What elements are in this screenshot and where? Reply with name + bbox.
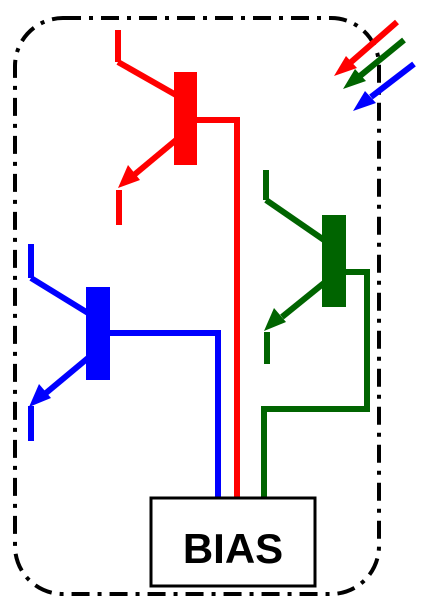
incoming-arrows bbox=[334, 19, 416, 111]
green-arrow-icon bbox=[343, 37, 406, 89]
red-transistor bbox=[115, 30, 240, 498]
bias-label: BIAS bbox=[183, 525, 283, 572]
blue-transistor bbox=[28, 244, 221, 498]
green-transistor bbox=[261, 170, 370, 498]
blue-arrow-icon bbox=[353, 61, 416, 111]
boundary-enclosure bbox=[13, 16, 381, 596]
bias-block: BIAS bbox=[149, 496, 317, 588]
bias-box bbox=[149, 496, 317, 588]
red-arrow-icon bbox=[334, 19, 399, 76]
